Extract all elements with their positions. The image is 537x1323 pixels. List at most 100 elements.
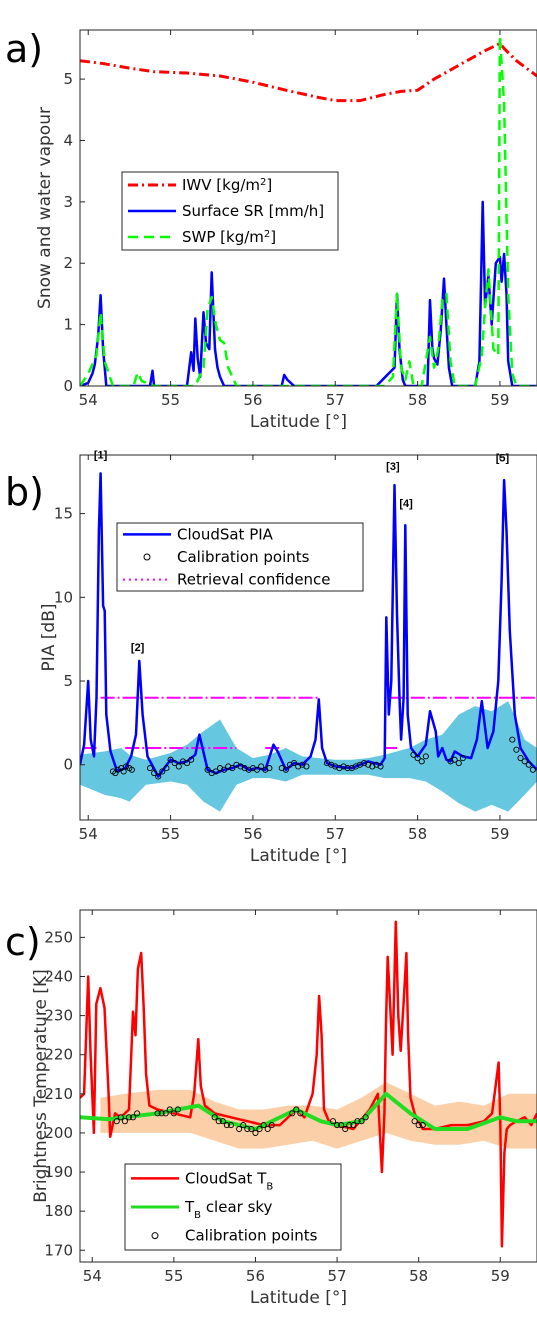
calibration-point — [233, 761, 240, 768]
legend-text: Retrieval confidence — [177, 571, 331, 589]
x-tick-label: 57 — [326, 391, 345, 409]
calibration-point — [166, 1106, 173, 1113]
calibration-point — [221, 766, 228, 773]
calibration-point — [188, 756, 195, 763]
calibration-point — [114, 766, 121, 773]
calibration-point — [509, 736, 516, 743]
legend-entry-2: Retrieval confidence — [177, 571, 331, 589]
calibration-point — [120, 768, 127, 775]
calibration-point — [262, 766, 269, 773]
legend: IWV [kg/m2]Surface SR [mm/h]SWP [kg/m2] — [121, 171, 339, 251]
calibration-point — [227, 1122, 235, 1129]
calibration-point — [517, 755, 524, 762]
legend-entry-0: CloudSat TB — [185, 1169, 273, 1192]
calibration-point — [410, 751, 417, 758]
legend-text: Calibration points — [185, 1227, 318, 1245]
calibration-point — [328, 761, 335, 768]
plot-area — [80, 472, 537, 812]
y-tick-label: 5 — [63, 70, 73, 88]
calibration-point — [293, 1106, 300, 1113]
calibration-point — [286, 761, 294, 768]
series-calibration-points — [109, 736, 536, 780]
calibration-point — [249, 765, 256, 772]
legend-text: T — [184, 1198, 195, 1216]
calibration-point — [352, 763, 359, 770]
calibration-point — [128, 766, 135, 773]
calibration-point — [162, 1110, 169, 1117]
y-tick-label: 240 — [44, 967, 73, 985]
calibration-point — [208, 770, 215, 777]
y-tick-label: 180 — [44, 1202, 73, 1220]
calibration-point — [419, 1122, 426, 1129]
uncertainty-band — [100, 1082, 537, 1149]
calibration-point — [346, 1122, 353, 1129]
panel-label: b) — [5, 470, 44, 514]
calibration-point — [158, 1110, 165, 1117]
peak-annotation: [2] — [131, 642, 145, 654]
peak-annotation: [3] — [386, 461, 400, 473]
calibration-point — [297, 1110, 304, 1117]
axes-frame — [79, 29, 537, 387]
calibration-point — [354, 1118, 361, 1125]
calibration-point — [170, 1110, 177, 1117]
calibration-point — [167, 756, 174, 763]
calibration-point — [225, 763, 232, 770]
y-tick-label: 210 — [44, 1085, 73, 1103]
calibration-point — [338, 1122, 345, 1129]
calibration-point — [521, 758, 528, 765]
legend-superscript: 2 — [264, 229, 270, 240]
calibration-point — [289, 1110, 296, 1117]
axes-frame — [79, 909, 537, 1263]
calibration-point — [329, 1118, 337, 1125]
y-axis-label: Brightness Temperature [K] — [31, 969, 51, 1202]
calibration-point — [340, 763, 347, 770]
x-axis-label: Latitude [°] — [250, 412, 347, 432]
legend-text: Calibration points — [177, 548, 310, 566]
legend-text: IWV [kg/m — [182, 176, 260, 194]
x-tick-label: 54 — [83, 1267, 102, 1285]
calibration-point — [163, 765, 170, 772]
calibration-point — [295, 763, 302, 770]
calibration-point — [525, 761, 532, 768]
calibration-point — [241, 765, 248, 772]
calibration-point — [121, 1118, 128, 1125]
calibration-point — [260, 1122, 267, 1129]
legend-tail: ] — [270, 228, 276, 246]
y-axis-label: Snow and water vapour — [35, 107, 55, 309]
calibration-point — [174, 1106, 181, 1113]
x-tick-label: 56 — [243, 391, 262, 409]
calibration-point — [513, 746, 520, 753]
calibration-point — [229, 765, 236, 772]
calibration-point — [350, 1122, 357, 1129]
chart-panel-0: a) 54 55 56 57 58 59 0 1 2 3 4 5 Latitude [°] Snow and… — [5, 27, 537, 432]
calibration-point — [268, 1122, 275, 1129]
calibration-point — [414, 755, 421, 762]
calibration-point — [244, 1125, 251, 1133]
series-line-1 — [80, 1091, 537, 1131]
calibration-point — [151, 770, 158, 777]
x-tick-label: 54 — [79, 825, 98, 843]
x-tick-label: 59 — [490, 391, 509, 409]
calibration-point — [422, 753, 429, 760]
calibration-point — [117, 1114, 124, 1121]
x-tick-label: 54 — [79, 391, 98, 409]
uncertainty-band — [80, 701, 537, 812]
calibration-point — [179, 758, 186, 765]
calibration-point — [415, 1122, 422, 1129]
calibration-point — [245, 766, 252, 773]
calibration-point — [253, 766, 261, 773]
x-tick-label: 55 — [164, 1267, 183, 1285]
legend-text: CloudSat PIA — [177, 525, 274, 543]
y-tick-label: 3 — [63, 193, 73, 211]
calibration-point — [332, 763, 339, 770]
legend-tail: ] — [266, 176, 272, 194]
calibration-point — [236, 1125, 243, 1133]
calibration-point — [223, 1122, 230, 1129]
legend-superscript: 2 — [260, 177, 266, 188]
calibration-point — [299, 761, 306, 768]
x-tick-label: 59 — [490, 825, 509, 843]
calibration-point — [451, 756, 458, 763]
y-tick-label: 0 — [63, 377, 73, 395]
